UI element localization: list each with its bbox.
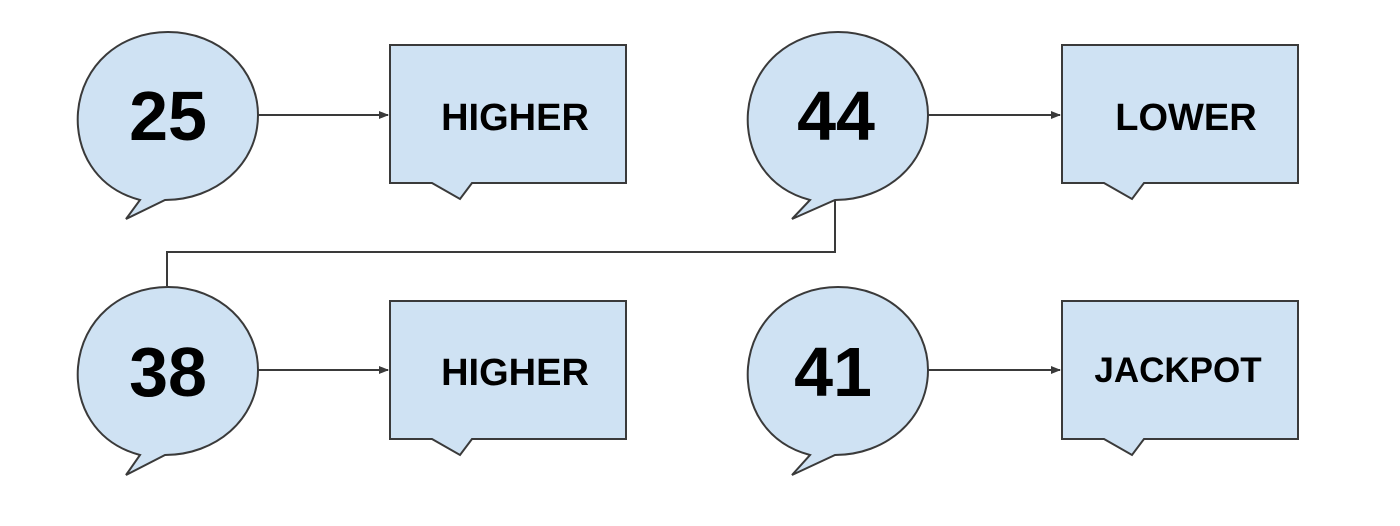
- reply-label: LOWER: [1115, 97, 1256, 139]
- reply-box: [1061, 44, 1299, 201]
- reply-box: [389, 300, 627, 457]
- guess-bubble: [746, 30, 930, 220]
- guess-bubble: [746, 285, 930, 476]
- reply-label: JACKPOT: [1094, 351, 1261, 390]
- reply-label: HIGHER: [441, 97, 589, 139]
- guess-number: 44: [797, 77, 875, 155]
- connector-44-to-38: [166, 200, 836, 286]
- round-3: 38 HIGHER: [76, 285, 627, 476]
- guess-number: 41: [794, 333, 872, 411]
- guess-bubble: [76, 285, 260, 476]
- guess-number: 38: [129, 333, 207, 411]
- round-4: 41 JACKPOT: [746, 285, 1299, 476]
- round-2: 44 LOWER: [746, 30, 1299, 220]
- reply-box: [389, 44, 627, 201]
- round-1: 25 HIGHER: [76, 30, 627, 220]
- guess-bubble: [76, 30, 260, 220]
- reply-box: [1061, 300, 1299, 457]
- guess-number: 25: [129, 77, 207, 155]
- reply-label: HIGHER: [441, 352, 589, 394]
